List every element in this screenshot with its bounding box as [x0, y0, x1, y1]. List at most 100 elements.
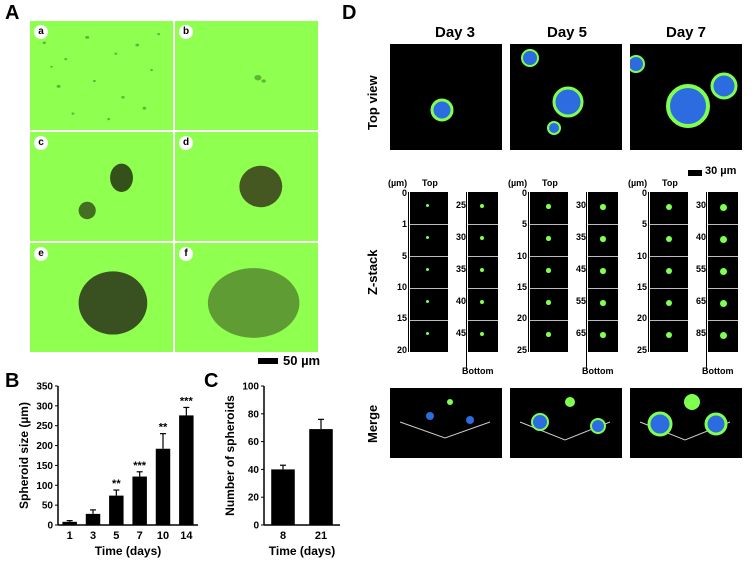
- z-depth-label: 35: [455, 264, 466, 274]
- z-slice-divider: [650, 256, 688, 257]
- y-tick-label: 60: [248, 437, 260, 448]
- z-top-label: Top: [662, 178, 678, 188]
- z-slice-divider: [410, 256, 448, 257]
- x-tick-label: 8: [280, 530, 286, 542]
- z-bottom-label: Bottom: [462, 366, 494, 376]
- z-slice-spheroid: [480, 300, 484, 304]
- z-depth-label: 5: [401, 250, 407, 261]
- microscopy-grid: a b c d e f: [30, 21, 318, 352]
- row-label-merge: Merge: [365, 404, 380, 443]
- z-stack-column-left: [410, 192, 448, 352]
- z-slice-spheroid: [546, 268, 551, 273]
- z-slice-spheroid: [720, 268, 727, 275]
- z-slice-divider: [468, 256, 498, 257]
- z-depth-label: 30: [455, 232, 466, 242]
- y-tick-label: 200: [36, 441, 53, 452]
- z-slice-divider: [530, 224, 568, 225]
- bar: [179, 415, 194, 525]
- z-slice-spheroid: [546, 236, 551, 241]
- z-depth-label: 55: [575, 296, 586, 306]
- x-tick-label: 1: [67, 530, 73, 542]
- z-slice-divider: [708, 288, 738, 289]
- z-top-label: Top: [542, 178, 558, 188]
- bar: [109, 495, 124, 525]
- z-slice-divider: [530, 288, 568, 289]
- top-view-day3: [390, 44, 502, 150]
- z-stack-panel: (µm) Top Bottom 0 1 5 10 15 20 25 30 35 40 45 (µm) Top B…: [370, 178, 756, 383]
- chart-c: 0 20 40 60 80 100 8 21 Time (days) Number of sphe…: [223, 382, 340, 558]
- y-tick-label: 0: [253, 521, 259, 532]
- z-depth-label: 30: [695, 200, 706, 210]
- z-depth-label: 40: [455, 296, 466, 306]
- z-slice-spheroid: [546, 300, 551, 305]
- depth-arrow: [408, 192, 409, 352]
- z-slice-spheroid: [546, 204, 551, 209]
- z-depth-label: 35: [575, 232, 586, 242]
- z-slice-divider: [588, 320, 618, 321]
- z-depth-label: 45: [575, 264, 586, 274]
- panel-label-a: A: [5, 2, 20, 24]
- cell-texture-b: [254, 74, 266, 83]
- y-tick-label: 100: [242, 382, 259, 393]
- z-slice-spheroid: [720, 332, 727, 339]
- z-slice-spheroid: [600, 204, 606, 210]
- z-slice-spheroid: [666, 204, 672, 210]
- z-unit-label: (µm): [628, 178, 648, 188]
- z-depth-label: 0: [401, 188, 407, 198]
- z-depth-label: 5: [521, 219, 527, 230]
- spheroid-day5: [521, 49, 584, 135]
- z-slice-divider: [650, 320, 688, 321]
- z-slice-divider: [588, 288, 618, 289]
- z-unit-label: (µm): [388, 178, 408, 188]
- panel-label-c: C: [204, 370, 219, 392]
- merge-render-day7: [639, 394, 731, 441]
- depth-arrow: [466, 192, 467, 370]
- cell-texture-d: [239, 165, 283, 208]
- z-slice-spheroid: [666, 268, 672, 274]
- x-tick-label: 3: [90, 530, 96, 542]
- image-cell-b: b: [175, 21, 318, 130]
- z-depth-label: 20: [516, 313, 527, 324]
- cell-texture-c: [78, 163, 133, 220]
- z-depth-label: 25: [455, 200, 466, 210]
- cell-letter: b: [179, 25, 193, 39]
- z-depth-label: 55: [695, 264, 706, 274]
- bar: [62, 521, 77, 525]
- z-slice-divider: [650, 224, 688, 225]
- image-cell-e: e: [30, 243, 173, 352]
- z-top-label: Top: [422, 178, 438, 188]
- bar: [85, 513, 101, 525]
- y-tick-label: 100: [36, 481, 53, 492]
- x-axis-label: Time (days): [95, 544, 161, 558]
- z-bottom-label: Bottom: [702, 366, 734, 376]
- y-tick-label: 300: [36, 401, 53, 412]
- merge-day3: [390, 388, 502, 458]
- z-slice-spheroid: [480, 236, 484, 240]
- cell-texture-a: [42, 32, 161, 121]
- spheroid-day3: [430, 98, 454, 122]
- x-axis-label: Time (days): [269, 544, 335, 558]
- z-depth-label: 15: [396, 313, 407, 324]
- z-unit-label: (µm): [508, 178, 528, 188]
- image-cell-d: d: [175, 132, 318, 241]
- z-slice-spheroid: [600, 236, 606, 242]
- significance-label: ***: [133, 460, 147, 472]
- z-slice-divider: [588, 224, 618, 225]
- z-depth-label: 40: [695, 232, 706, 242]
- z-depth-label: 10: [396, 282, 407, 293]
- z-depth-label: 30: [575, 200, 586, 210]
- z-slice-spheroid: [720, 204, 727, 211]
- z-slice-spheroid: [666, 236, 672, 242]
- z-slice-spheroid: [426, 204, 429, 207]
- z-slice-divider: [708, 320, 738, 321]
- z-stack-column-right: [708, 192, 738, 352]
- z-slice-divider: [708, 256, 738, 257]
- scalebar-label-a: 50 µm: [283, 353, 321, 368]
- z-slice-divider: [530, 256, 568, 257]
- z-depth-label: 45: [455, 328, 466, 338]
- significance-label: **: [159, 422, 168, 434]
- significance-label: **: [112, 478, 121, 490]
- spheroid-day7: [630, 55, 738, 128]
- z-depth-label: 20: [396, 344, 407, 355]
- z-slice-divider: [410, 288, 448, 289]
